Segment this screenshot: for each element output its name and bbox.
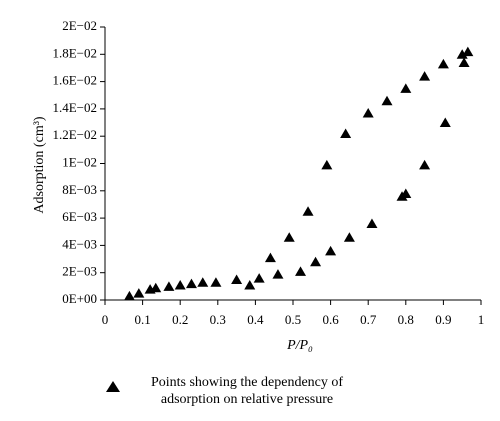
point: [381, 95, 393, 106]
y-tick-label: 1.8E−02: [52, 45, 97, 60]
point: [163, 281, 175, 291]
point: [264, 252, 276, 263]
point: [231, 274, 243, 285]
point: [437, 58, 449, 69]
y-tick-label: 1.2E−02: [52, 127, 97, 142]
point: [295, 266, 307, 276]
point: [123, 290, 135, 301]
point: [458, 57, 470, 67]
point: [462, 46, 474, 57]
x-tick-label: 0.7: [360, 312, 377, 327]
y-tick-label: 6E−03: [62, 209, 97, 224]
x-tick-label: 0.8: [398, 312, 414, 327]
point: [283, 232, 295, 242]
x-axis-label: P/P₀: [286, 338, 313, 353]
point: [310, 256, 322, 267]
point: [210, 277, 222, 287]
legend-marker: [106, 381, 120, 392]
point: [419, 71, 431, 81]
y-tick-label: 1E−02: [62, 154, 97, 169]
point: [456, 49, 468, 59]
point: [253, 273, 265, 283]
y-tick-label: 0E+00: [62, 291, 97, 306]
x-tick-label: 0.5: [285, 312, 301, 327]
point: [400, 83, 412, 93]
point: [174, 279, 186, 290]
y-tick-label: 1.6E−02: [52, 73, 97, 88]
x-tick-label: 0.4: [247, 312, 264, 327]
x-tick-label: 1: [478, 312, 485, 327]
point: [362, 107, 374, 118]
x-tick-label: 0.6: [322, 312, 339, 327]
point: [150, 282, 162, 293]
point: [321, 159, 333, 170]
x-tick-label: 0.9: [435, 312, 451, 327]
x-tick-label: 0.1: [134, 312, 150, 327]
x-tick-label: 0.2: [172, 312, 188, 327]
point: [325, 245, 337, 256]
point: [439, 117, 451, 128]
point: [133, 288, 145, 298]
x-tick-label: 0.3: [210, 312, 226, 327]
point: [340, 128, 352, 138]
point: [272, 269, 284, 279]
point: [197, 277, 209, 287]
point: [343, 232, 355, 242]
point: [302, 206, 314, 216]
y-axis-label: Adsorption (cm³): [32, 116, 47, 213]
y-tick-label: 4E−03: [62, 236, 97, 251]
y-tick-label: 2E−02: [62, 18, 97, 33]
y-tick-label: 1.4E−02: [52, 100, 97, 115]
y-tick-label: 2E−03: [62, 264, 97, 279]
x-tick-label: 0: [102, 312, 109, 327]
point: [366, 218, 378, 229]
point: [400, 188, 412, 199]
point: [185, 278, 197, 289]
y-tick-label: 8E−03: [62, 182, 97, 197]
legend-label: Points showing the dependency of adsorpt…: [150, 375, 344, 407]
point: [419, 159, 431, 170]
point: [244, 279, 256, 290]
